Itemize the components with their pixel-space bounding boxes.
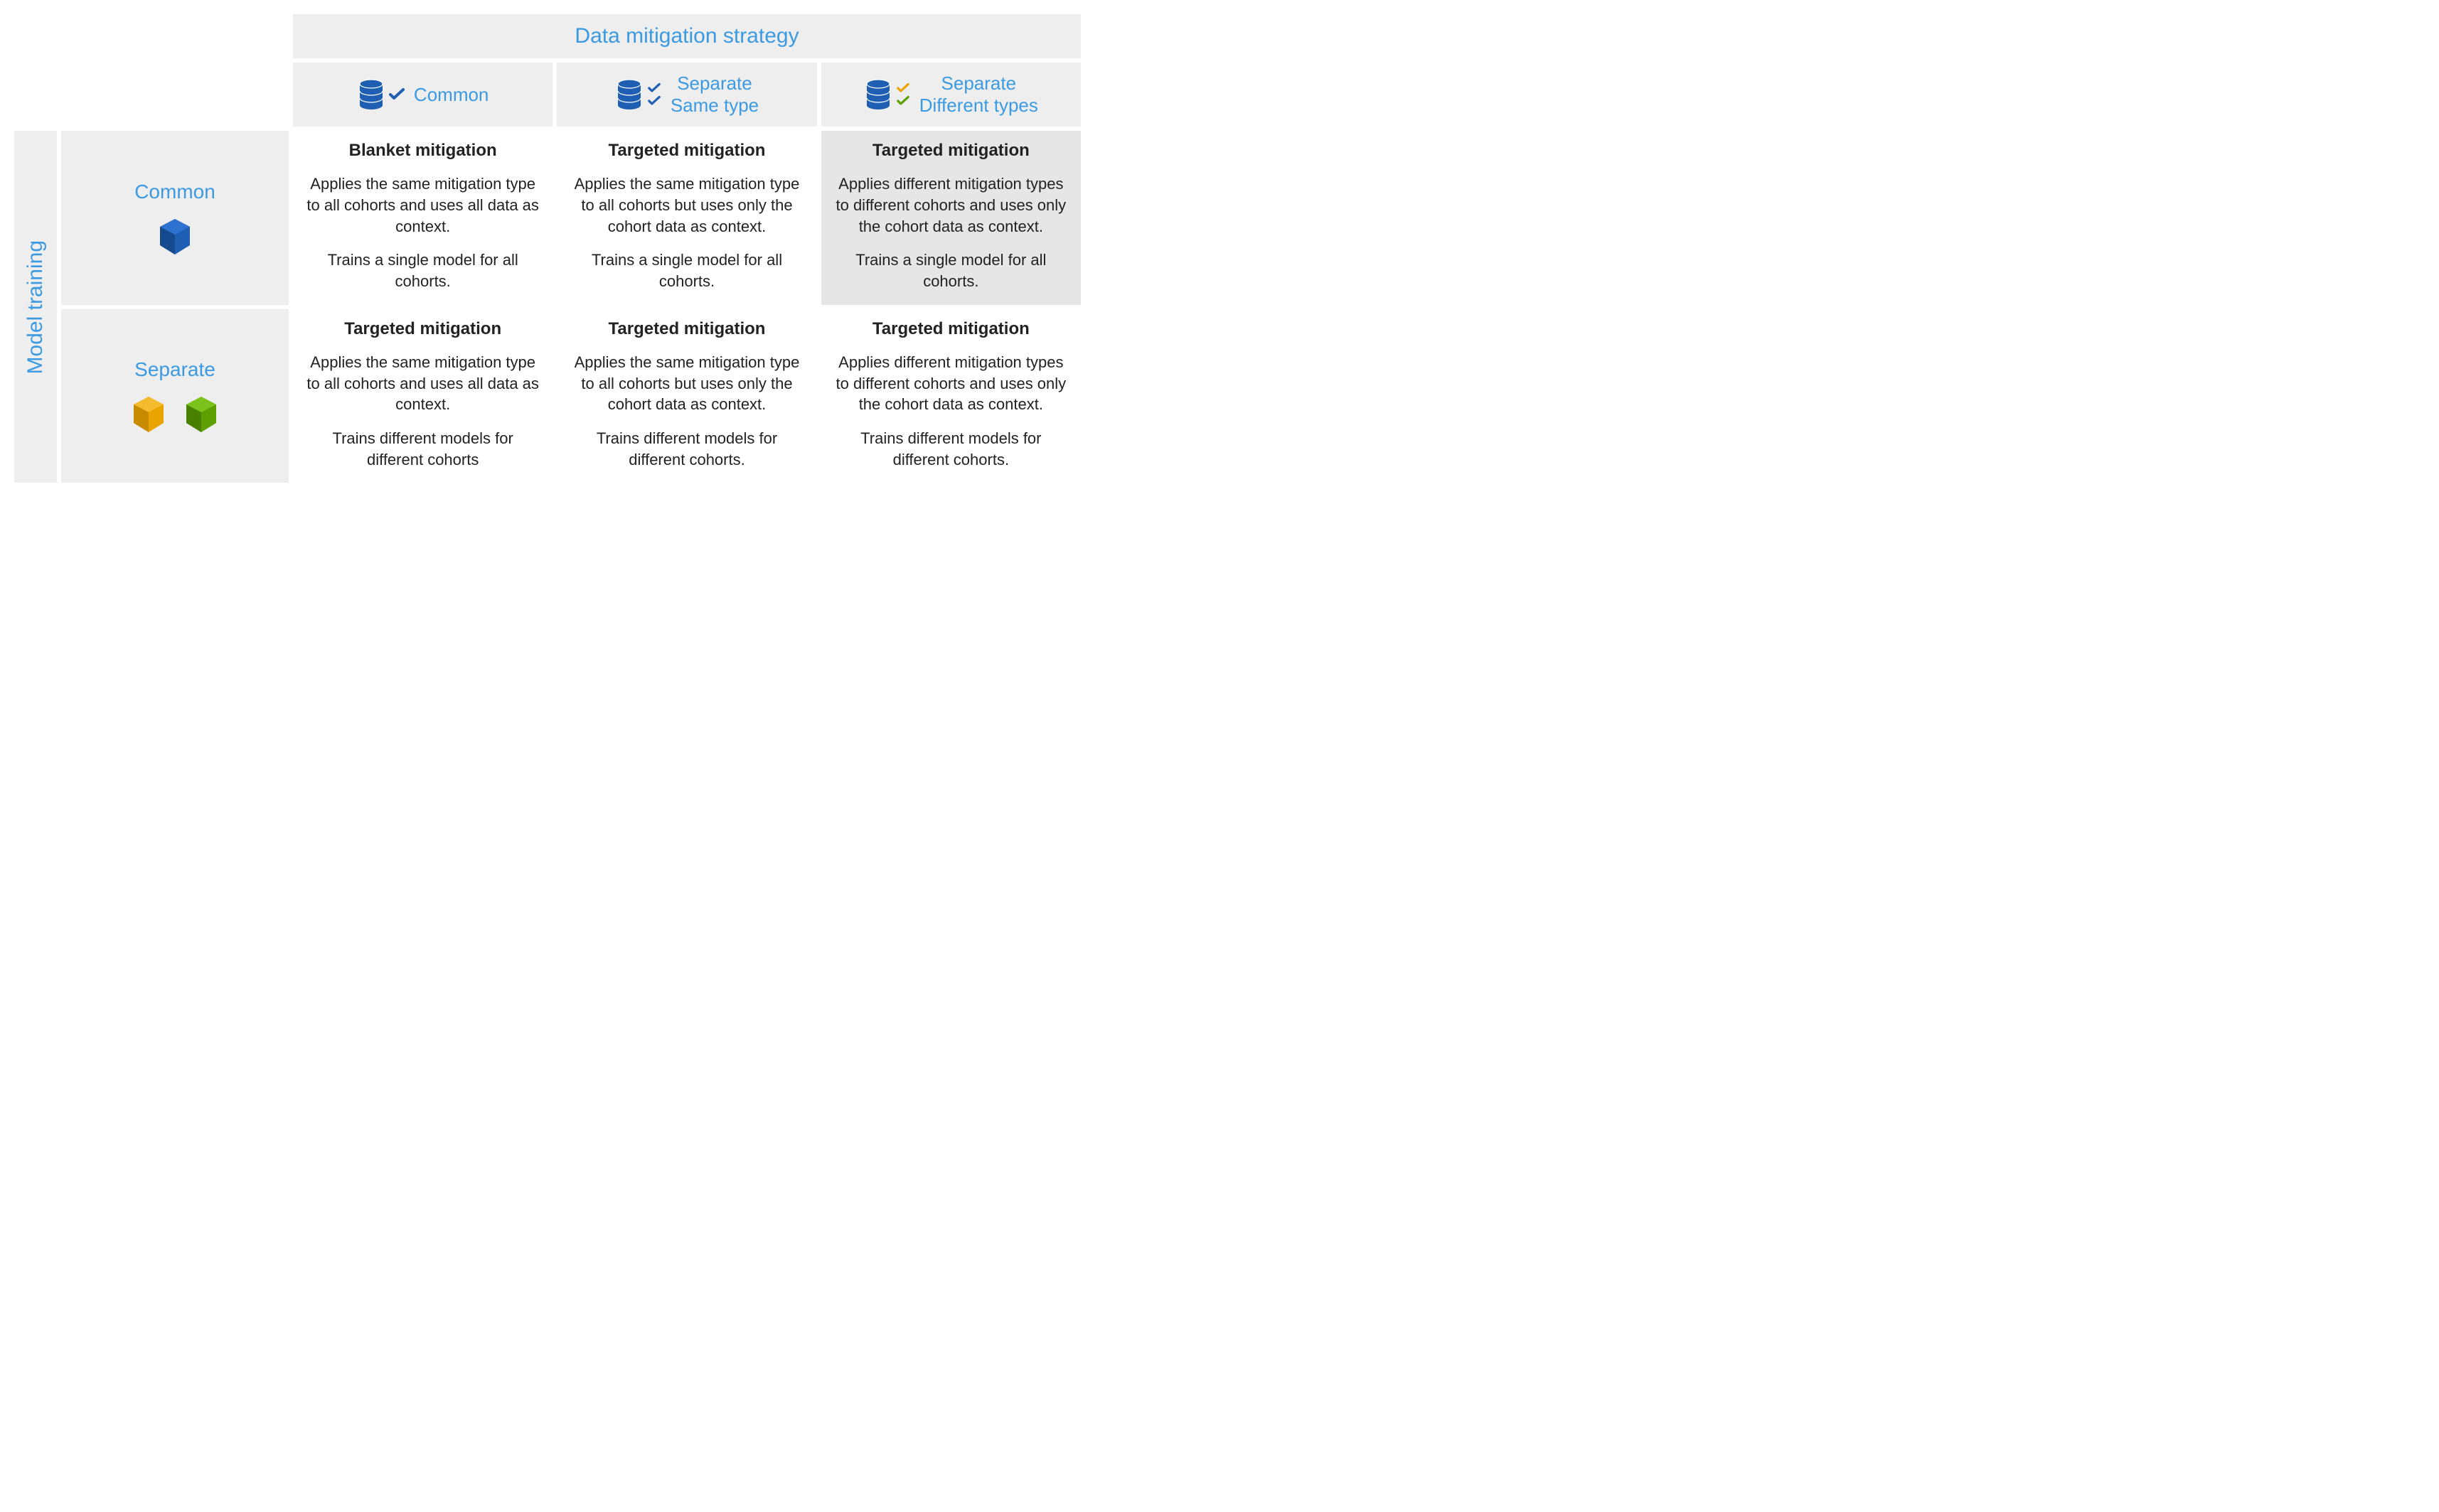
columns-axis-label: Data mitigation strategy	[575, 24, 799, 48]
col-header-label: Separate Same type	[671, 73, 759, 117]
db-icon-group	[864, 79, 911, 110]
strategy-matrix: Data mitigation strategy Common	[14, 14, 1081, 483]
row-header-separate: Separate	[61, 309, 289, 483]
check-icon	[895, 82, 911, 94]
col-header-label: Common	[414, 84, 489, 106]
cell-train-note: Trains a single model for all cohorts.	[570, 250, 804, 291]
cell-title: Targeted mitigation	[834, 141, 1068, 161]
cell-train-note: Trains a single model for all cohorts.	[834, 250, 1068, 291]
cell-train-note: Trains different models for different co…	[834, 428, 1068, 470]
col-header-separate-diff: Separate Different types	[821, 63, 1081, 127]
cell-title: Targeted mitigation	[306, 319, 540, 339]
row-header-label: Common	[134, 181, 215, 203]
matrix-cell: Targeted mitigation Applies the same mit…	[293, 309, 553, 483]
check-stack	[895, 82, 911, 107]
cell-description: Applies different mitigation types to di…	[834, 173, 1068, 237]
db-icon-group	[615, 79, 662, 110]
cell-train-note: Trains different models for different co…	[306, 428, 540, 470]
db-icon-group	[357, 79, 405, 110]
cell-train-note: Trains different models for different co…	[570, 428, 804, 470]
col-header-label: Separate Different types	[919, 73, 1038, 117]
cube-icon	[157, 218, 193, 256]
check-icon	[646, 82, 662, 94]
check-icon	[895, 95, 911, 107]
col-header-text: Separate	[677, 73, 752, 95]
matrix-cell: Targeted mitigation Applies the same mit…	[557, 309, 816, 483]
cell-train-note: Trains a single model for all cohorts.	[306, 250, 540, 291]
matrix-cell: Blanket mitigation Applies the same miti…	[293, 131, 553, 304]
matrix-cell: Targeted mitigation Applies the same mit…	[557, 131, 816, 304]
cell-title: Targeted mitigation	[570, 141, 804, 161]
rows-axis-label: Model training	[23, 240, 48, 374]
cell-description: Applies the same mitigation type to all …	[570, 352, 804, 415]
row-header-label: Separate	[134, 358, 215, 381]
columns-axis-title: Data mitigation strategy	[293, 14, 1081, 58]
cell-title: Targeted mitigation	[570, 319, 804, 339]
database-icon	[864, 79, 892, 110]
matrix-cell: Targeted mitigation Applies different mi…	[821, 131, 1081, 304]
rows-axis-title: Model training	[14, 131, 57, 483]
cube-icon	[183, 395, 219, 434]
cube-icon	[131, 395, 166, 434]
col-header-common: Common	[293, 63, 553, 127]
database-icon	[357, 79, 385, 110]
check-stack	[646, 82, 662, 107]
cell-title: Targeted mitigation	[834, 319, 1068, 339]
cell-description: Applies the same mitigation type to all …	[570, 173, 804, 237]
col-header-text: Same type	[671, 95, 759, 117]
cell-description: Applies the same mitigation type to all …	[306, 173, 540, 237]
col-header-text: Separate	[941, 73, 1017, 95]
check-icon	[388, 87, 405, 102]
cube-group	[157, 218, 193, 256]
cube-group	[131, 395, 219, 434]
row-header-common: Common	[61, 131, 289, 304]
matrix-cell: Targeted mitigation Applies different mi…	[821, 309, 1081, 483]
cell-description: Applies different mitigation types to di…	[834, 352, 1068, 415]
cell-title: Blanket mitigation	[306, 141, 540, 161]
database-icon	[615, 79, 644, 110]
cell-description: Applies the same mitigation type to all …	[306, 352, 540, 415]
col-header-separate-same: Separate Same type	[557, 63, 816, 127]
col-header-text: Different types	[919, 95, 1038, 117]
check-icon	[646, 95, 662, 107]
col-header-text: Common	[414, 84, 489, 106]
